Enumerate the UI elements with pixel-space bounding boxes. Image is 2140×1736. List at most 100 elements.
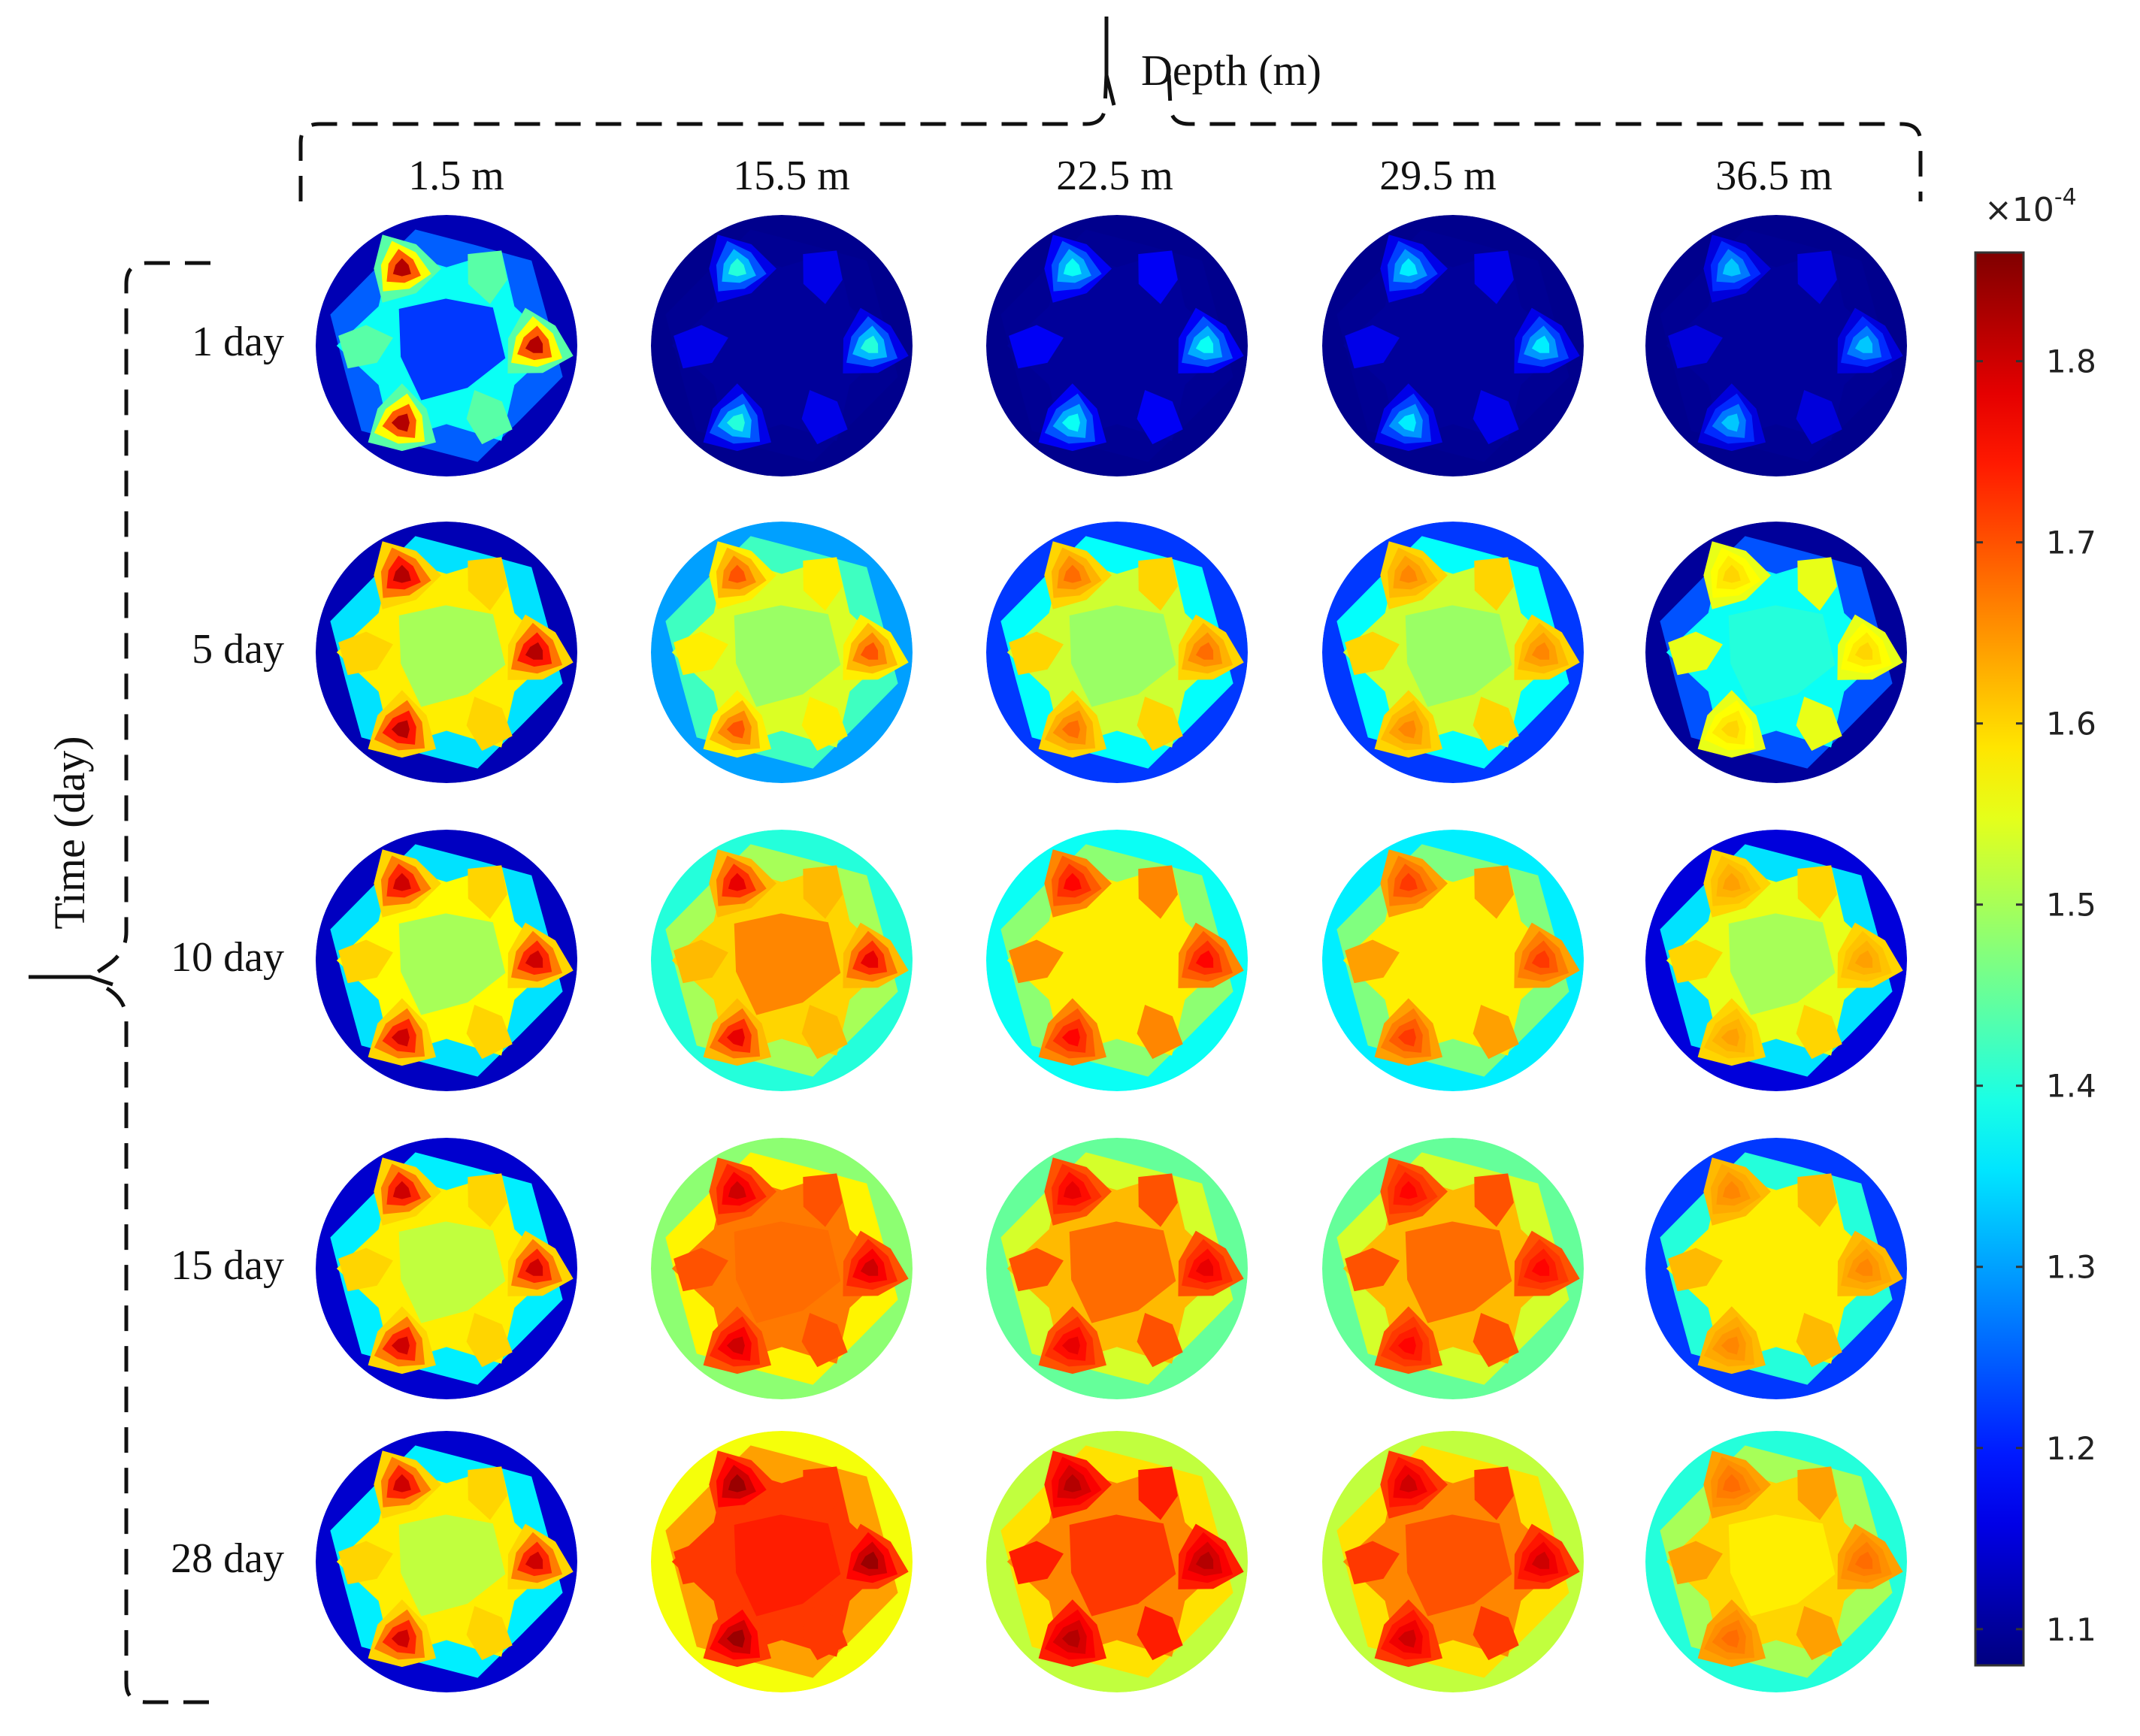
secondary-lobe (1796, 1313, 1842, 1368)
hotspot-level (1854, 1258, 1873, 1276)
central-region (1728, 1514, 1836, 1617)
secondary-lobe (801, 1313, 848, 1368)
hotspot-level (1531, 642, 1550, 660)
contour-panel (986, 1138, 1248, 1399)
depth-bracket (298, 17, 1923, 201)
time-label-28-day: 28 day (171, 1535, 284, 1582)
contour-panel (316, 830, 577, 1091)
hotspot-level (860, 335, 879, 353)
contour-panel (316, 1431, 577, 1692)
time-label-5-day: 5 day (192, 626, 284, 673)
contour-panel (651, 1431, 913, 1692)
secondary-lobe (466, 697, 513, 752)
contour-panel (1645, 830, 1907, 1091)
central-region (734, 1221, 841, 1323)
contour-panel (651, 830, 913, 1091)
secondary-lobe (801, 390, 848, 445)
contour-panel (1322, 522, 1584, 783)
secondary-lobe (1009, 1541, 1064, 1585)
secondary-lobe (1138, 1466, 1178, 1520)
secondary-lobe (1137, 697, 1183, 752)
time-axis-title: Time (day) (45, 736, 94, 929)
central-region (398, 605, 506, 707)
hotspot-level (1721, 720, 1739, 739)
contour-layers (1645, 1138, 1907, 1399)
secondary-lobe (1796, 390, 1842, 445)
colorbar-tick-label: 1.2 (2046, 1430, 2096, 1467)
secondary-lobe (803, 1173, 843, 1227)
contour-layers (651, 522, 913, 783)
time-label-1-day: 1 day (192, 319, 284, 365)
contour-layers (1322, 215, 1584, 476)
contour-layers (1645, 830, 1907, 1091)
secondary-lobe (1668, 631, 1723, 676)
secondary-lobe (1474, 557, 1514, 611)
secondary-lobe (1138, 1173, 1178, 1227)
hotspot-level (1195, 642, 1214, 660)
colorbar-tick-label: 1.4 (2046, 1068, 2096, 1105)
central-region (1069, 1514, 1176, 1617)
contour-panel (651, 1138, 913, 1399)
hotspot-level (1721, 1028, 1739, 1047)
hotspot-level (391, 1629, 410, 1648)
secondary-lobe (1473, 1005, 1519, 1060)
secondary-lobe (468, 250, 507, 304)
hotspot-level (1721, 1336, 1739, 1355)
hotspot-level (525, 1551, 543, 1569)
hotspot-level (860, 1551, 879, 1569)
hotspot-level (1722, 564, 1741, 583)
secondary-lobe (468, 557, 507, 611)
hotspot-level (1195, 950, 1214, 968)
secondary-lobe (468, 1173, 507, 1227)
contour-layers (651, 1138, 913, 1399)
secondary-lobe (1797, 557, 1837, 611)
colorbar-tick-label: 1.1 (2046, 1611, 2096, 1648)
hotspot-level (1063, 1474, 1082, 1493)
hotspot-level (1531, 950, 1550, 968)
secondary-lobe (468, 865, 507, 919)
hotspot-level (1061, 413, 1080, 432)
hotspot-level (391, 1028, 410, 1047)
central-region (398, 1221, 506, 1323)
colorbar: 1.1 1.2 1.3 1.4 1.5 1.6 1.7 1.8 ×10-4 (1974, 184, 2096, 1667)
central-region (734, 1514, 841, 1617)
colorbar-tick-label: 1.8 (2046, 343, 2096, 380)
secondary-lobe (466, 390, 513, 445)
secondary-lobe (1797, 865, 1837, 919)
depth-label-1-5: 1.5 m (408, 153, 504, 199)
hotspot-level (860, 1258, 879, 1276)
hotspot-level (1399, 1474, 1418, 1493)
central-region (1405, 298, 1512, 401)
depth-label-36-5: 36.5 m (1715, 153, 1833, 199)
secondary-lobe (466, 1606, 513, 1661)
contour-panel (1645, 522, 1907, 783)
secondary-lobe (673, 1248, 728, 1292)
secondary-lobe (338, 1248, 393, 1292)
secondary-lobe (801, 1606, 848, 1661)
hotspot-level (726, 1028, 745, 1047)
depth-label-15-5: 15.5 m (733, 153, 850, 199)
secondary-lobe (1473, 1313, 1519, 1368)
central-region (1069, 605, 1176, 707)
secondary-lobe (1345, 939, 1400, 984)
central-region (398, 1514, 506, 1617)
hotspot-level (1399, 873, 1418, 891)
secondary-lobe (803, 250, 843, 304)
hotspot-level (392, 258, 411, 277)
hotspot-level (1397, 1028, 1416, 1047)
central-region (734, 605, 841, 707)
contour-panel (1322, 1431, 1584, 1692)
hotspot-level (1063, 258, 1082, 277)
secondary-lobe (1137, 1313, 1183, 1368)
secondary-lobe (1009, 1248, 1064, 1292)
central-region (398, 913, 506, 1015)
time-labels: 1 day 5 day 10 day 15 day 28 day (171, 319, 284, 1582)
contour-layers (316, 1138, 577, 1399)
secondary-lobe (803, 557, 843, 611)
hotspot-level (1061, 1028, 1080, 1047)
hotspot-level (525, 642, 543, 660)
hotspot-level (726, 1336, 745, 1355)
hotspot-level (728, 1474, 746, 1493)
secondary-lobe (468, 1466, 507, 1520)
